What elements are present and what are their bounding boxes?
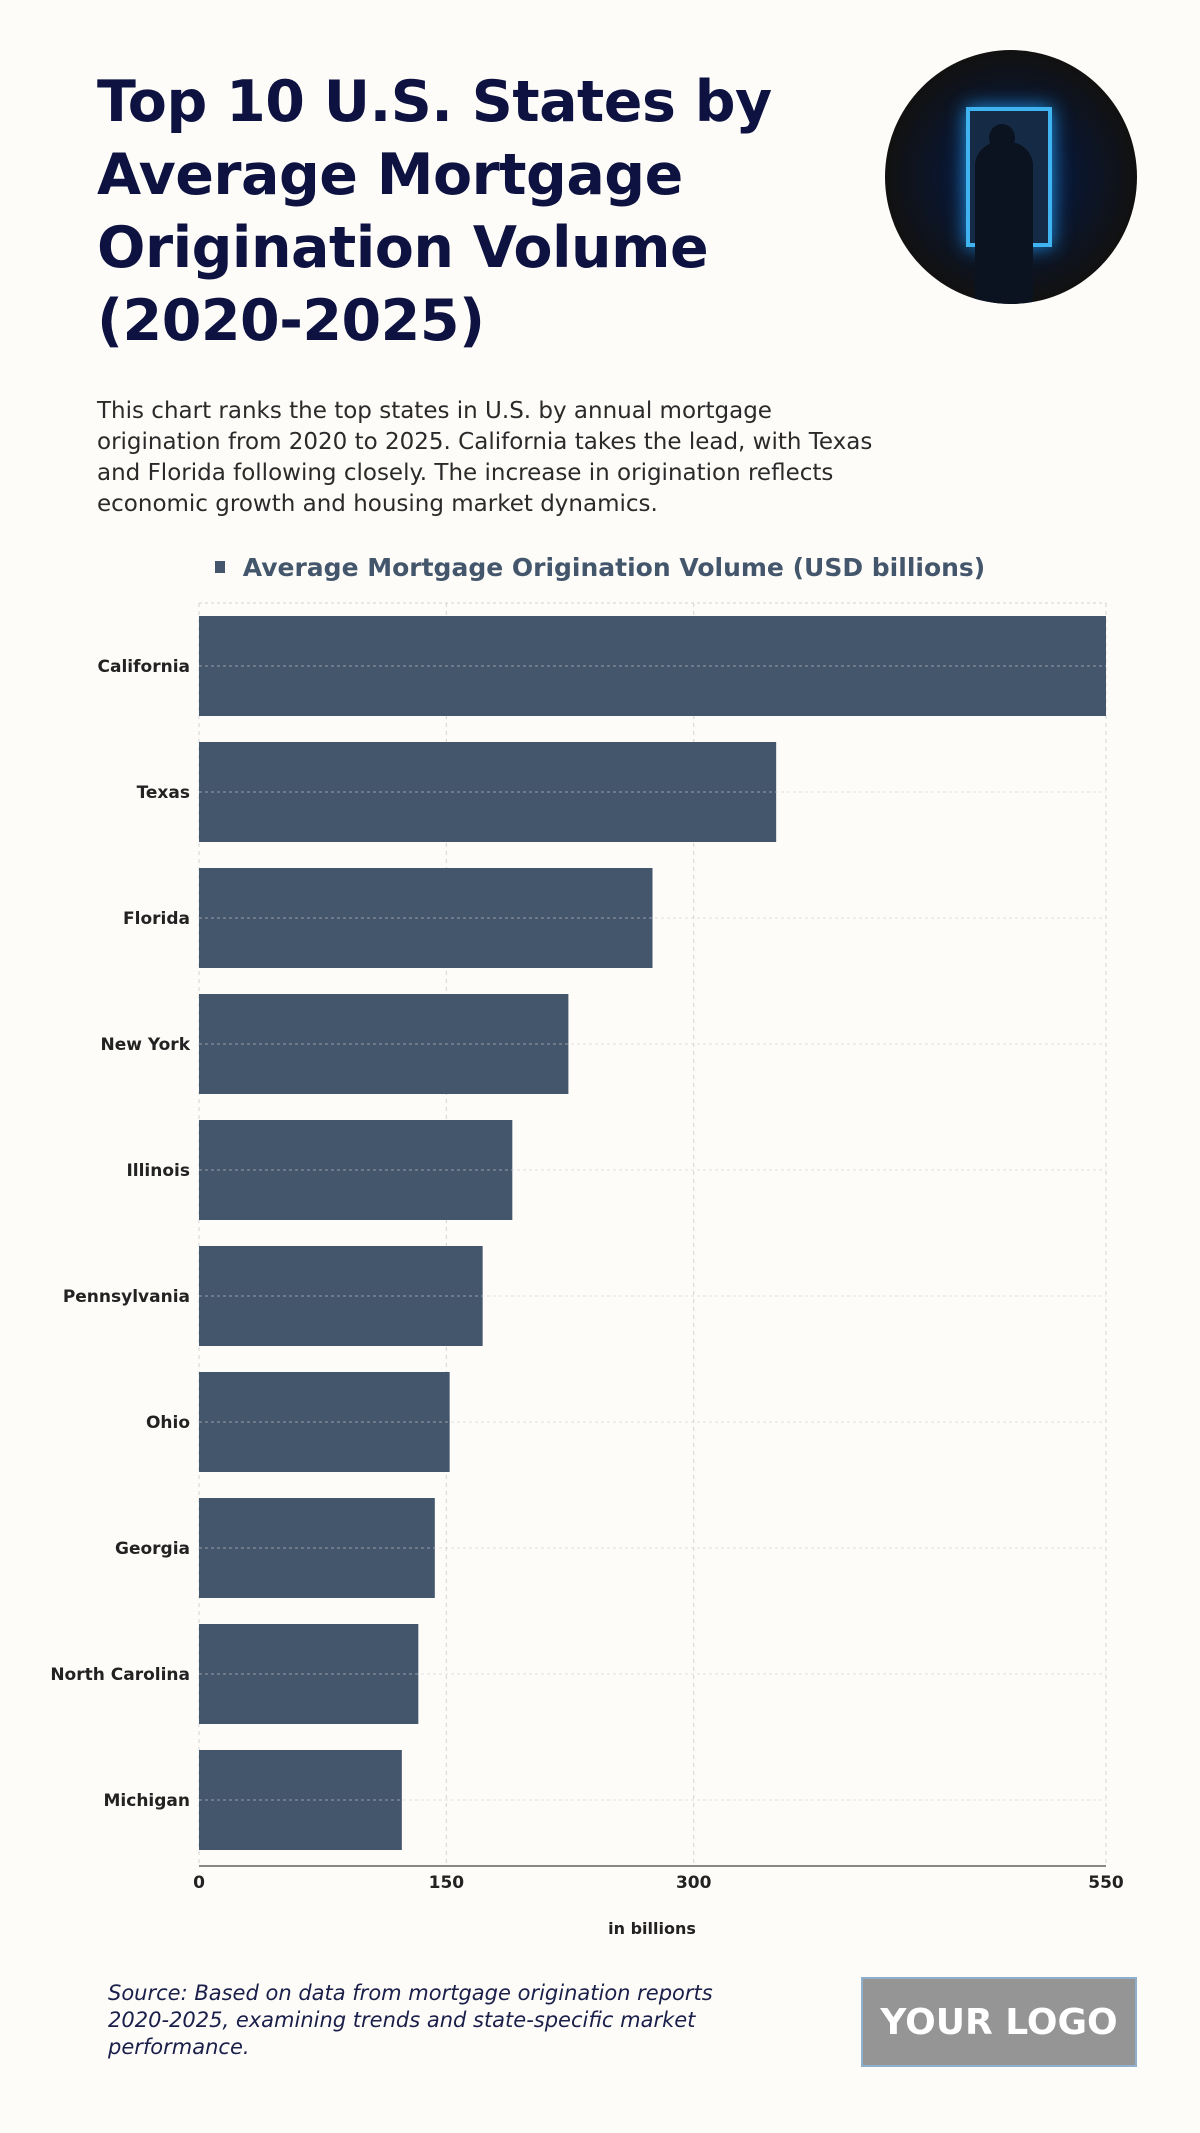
- category-label: Georgia: [115, 1539, 190, 1559]
- category-label: North Carolina: [50, 1665, 190, 1685]
- category-label: Ohio: [146, 1413, 190, 1433]
- legend-swatch: [214, 561, 225, 573]
- legend: Average Mortgage Origination Volume (USD…: [0, 553, 1200, 582]
- x-tick-label: 550: [1088, 1873, 1124, 1893]
- source-note: Source: Based on data from mortgage orig…: [108, 1981, 713, 2059]
- logo-placeholder: YOUR LOGO: [861, 1977, 1137, 2067]
- x-axis-title: in billions: [608, 1919, 696, 1938]
- bar-chart: California Texas Florida New York Illinois Pe…: [50, 602, 1124, 1938]
- bar: [199, 868, 653, 968]
- category-label: Pennsylvania: [63, 1287, 190, 1307]
- atm-photo: [885, 50, 1137, 304]
- category-label: Illinois: [126, 1161, 190, 1181]
- x-tick-label: 0: [193, 1873, 205, 1893]
- category-label: Michigan: [104, 1791, 191, 1811]
- x-tick-label: 300: [676, 1873, 712, 1893]
- category-label: Florida: [123, 909, 190, 929]
- person-silhouette: [975, 142, 1033, 304]
- bar: [199, 1498, 435, 1598]
- legend-label: Average Mortgage Origination Volume (USD…: [242, 553, 986, 582]
- x-tick-label: 150: [429, 1873, 465, 1893]
- chart-description: This chart ranks the top states in U.S. …: [97, 398, 873, 517]
- category-label: California: [98, 657, 190, 677]
- bar: [199, 1372, 450, 1472]
- category-label: Texas: [137, 783, 190, 803]
- category-label: New York: [101, 1035, 191, 1055]
- chart-title: Top 10 U.S. States by Average Mortgage O…: [97, 69, 772, 354]
